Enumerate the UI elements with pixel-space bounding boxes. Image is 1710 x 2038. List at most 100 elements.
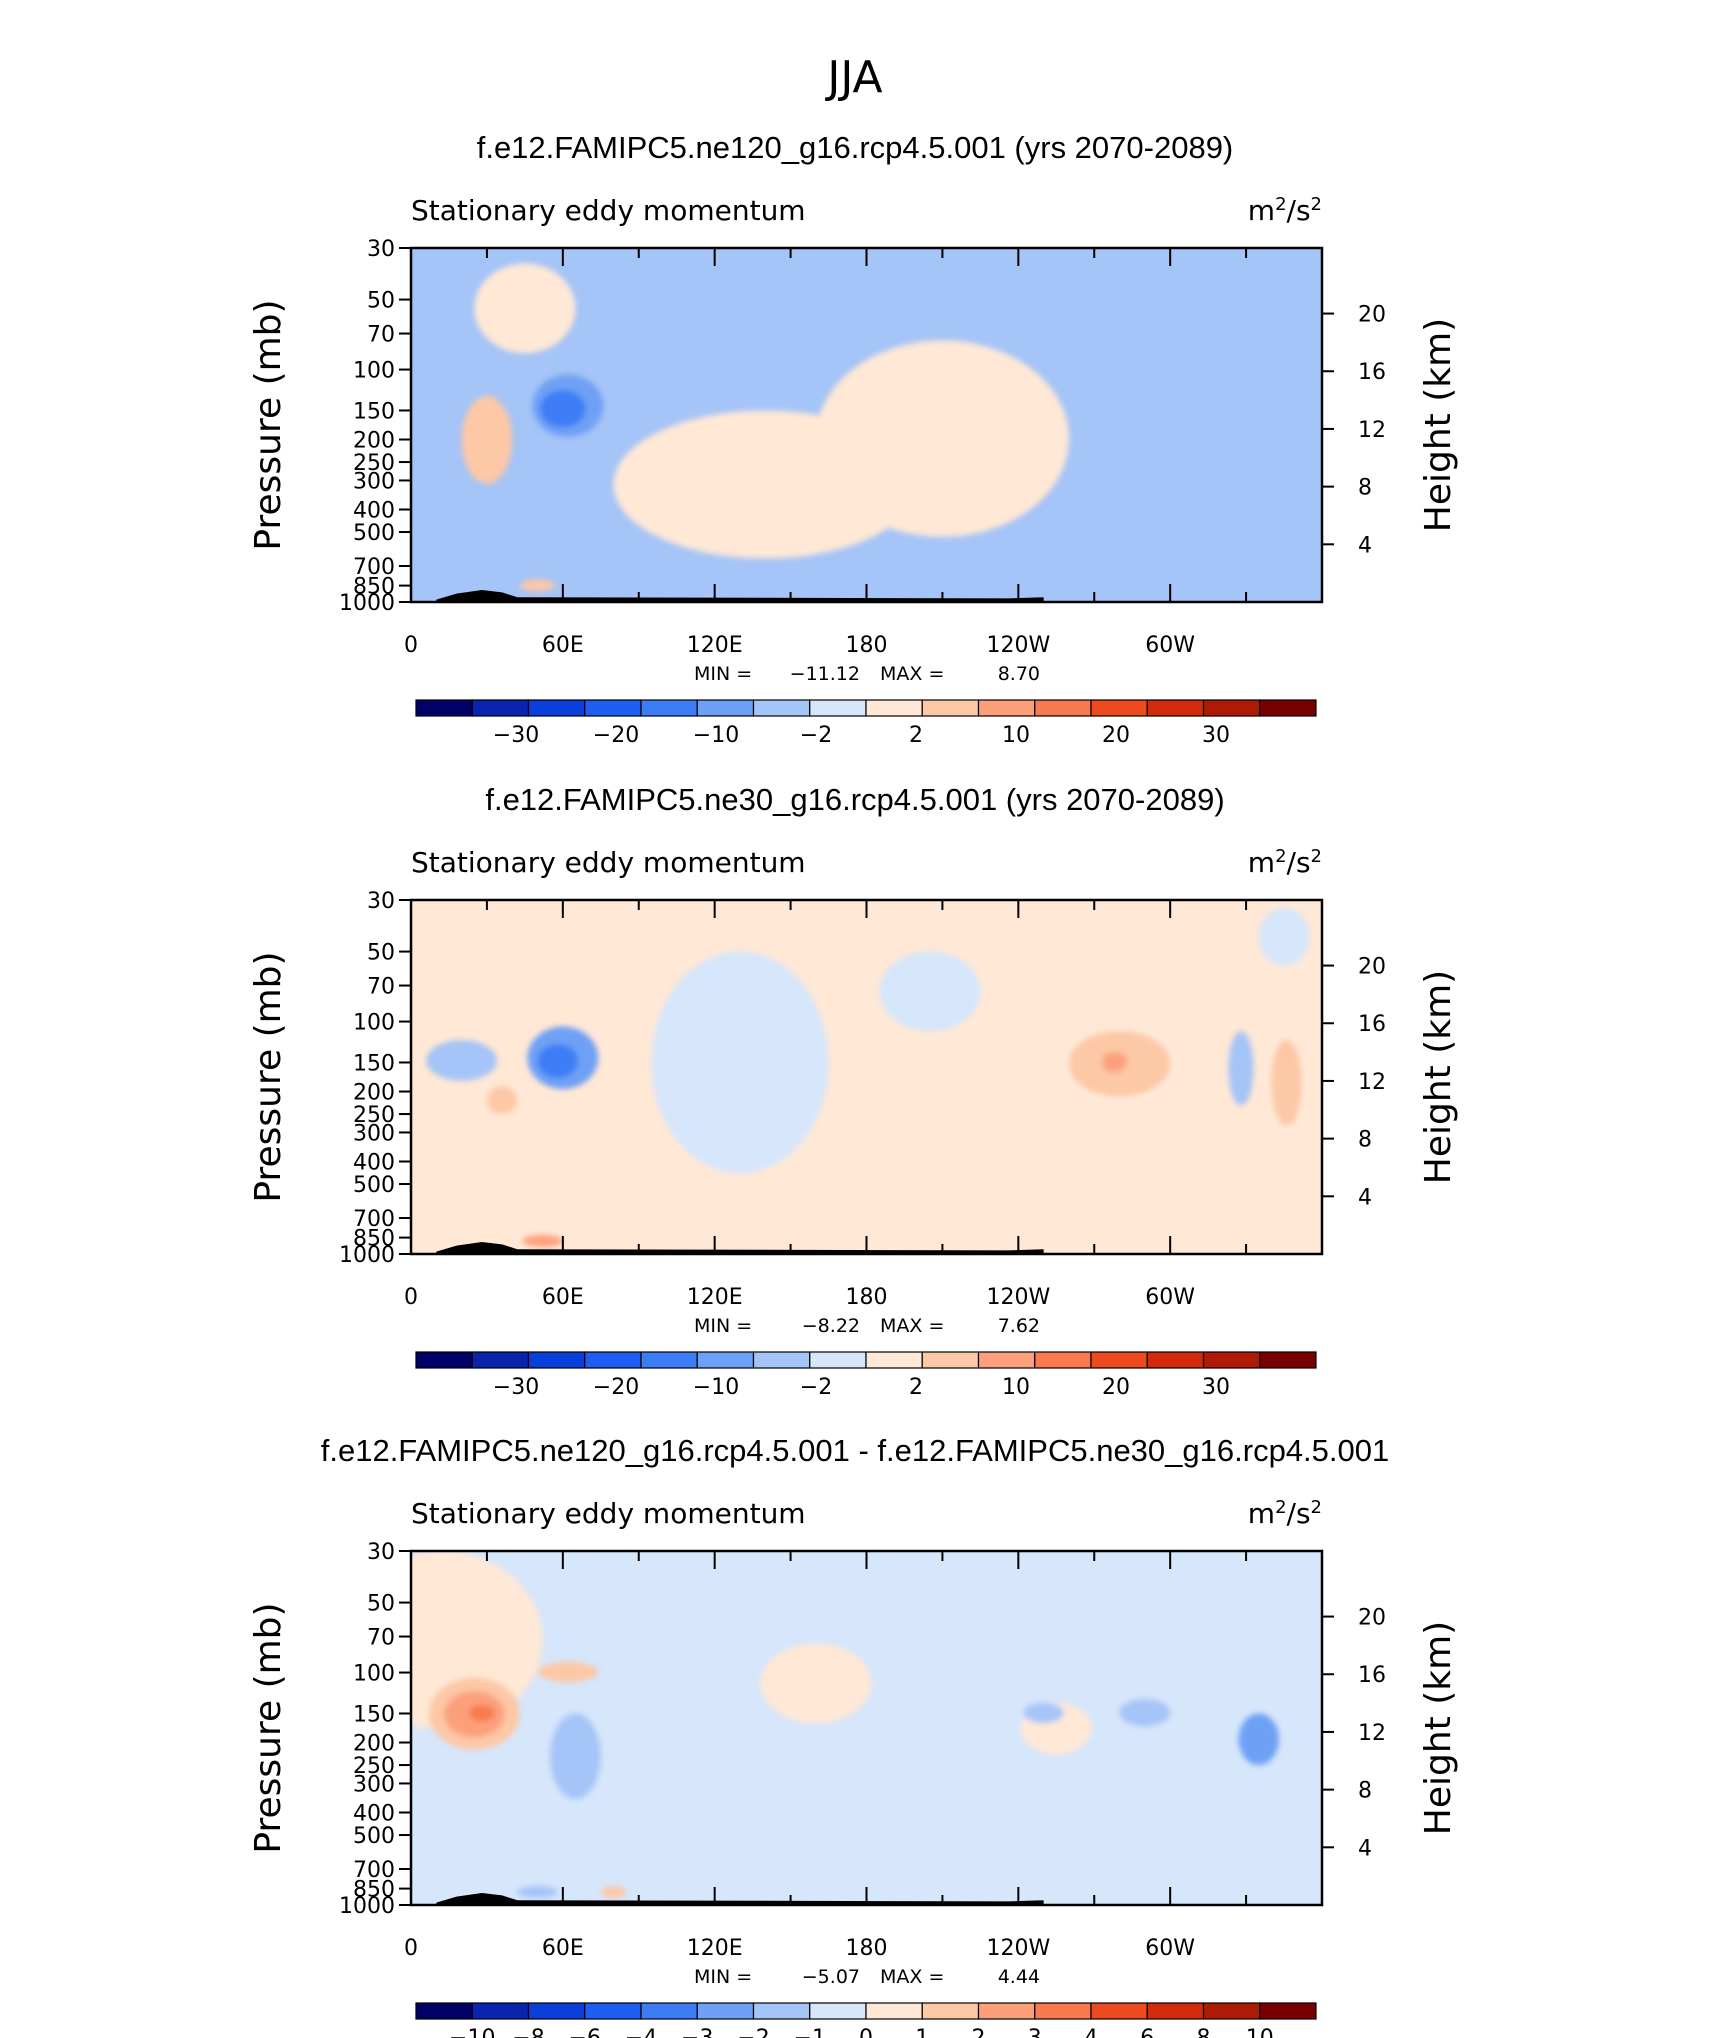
field-label: Stationary eddy momentum [411, 846, 806, 879]
pressure-tick-label: 250 [353, 1754, 395, 1779]
colorbar-label: −6 [569, 2026, 601, 2038]
lon-tick-label: 0 [404, 633, 418, 658]
height-tick-label: 16 [1358, 360, 1386, 385]
pressure-tick-label: 850 [353, 1878, 395, 1903]
colorbar-label: −10 [693, 723, 739, 748]
pressure-tick-label: 300 [353, 1772, 395, 1797]
lon-tick-label: 120W [986, 1285, 1050, 1310]
colorbar-swatch [865, 699, 923, 717]
pressure-tick-label: 250 [353, 1103, 395, 1128]
colorbar-swatch [809, 1351, 867, 1369]
contour-region [1023, 1702, 1064, 1724]
contour-region [537, 1044, 579, 1079]
pressure-tick-label: 250 [353, 451, 395, 476]
min-label: MIN = [694, 1966, 752, 1988]
colorbar-label: −3 [681, 2026, 713, 2038]
colorbar-swatch [1202, 2002, 1261, 2020]
min-value: −5.07 [802, 1966, 860, 1988]
pressure-tick-label: 1000 [339, 591, 395, 616]
pressure-tick-label: 500 [353, 1173, 395, 1198]
contour-region [760, 1643, 872, 1724]
colorbar-label: −20 [593, 723, 639, 748]
pressure-tick-label: 700 [353, 555, 395, 580]
colorbar-swatch [471, 2002, 530, 2020]
pressure-tick-label: 200 [353, 1732, 395, 1757]
colorbar-swatch [1146, 2002, 1205, 2020]
y-axis-label: Pressure (mb) [248, 299, 289, 550]
pressure-tick-label: 300 [353, 1121, 395, 1146]
colorbar-swatch [1146, 1351, 1205, 1369]
units-label: m2/s2 [1248, 1497, 1322, 1530]
colorbar-swatch [1259, 699, 1317, 717]
colorbar-swatch [527, 1351, 586, 1369]
lon-tick-label: 60E [542, 1285, 584, 1310]
contour-region [550, 1713, 601, 1800]
colorbar-swatch [1090, 699, 1148, 717]
contour-region [522, 1234, 563, 1247]
colorbar-swatch [696, 699, 755, 717]
contour-region [1228, 1031, 1254, 1106]
lon-tick-label: 0 [404, 1936, 418, 1961]
colorbar-swatch [865, 2002, 923, 2020]
colorbar-label: −2 [800, 1375, 832, 1400]
colorbar-label: −1 [794, 2026, 826, 2038]
height-tick-label: 20 [1358, 1606, 1386, 1631]
colorbar-swatch [865, 1351, 923, 1369]
contour-region [411, 1551, 543, 1730]
colorbar-label: 6 [1140, 2026, 1154, 2038]
figure-title: JJA [824, 52, 882, 103]
colorbar-label: −10 [449, 2026, 495, 2038]
colorbar-swatch [921, 2002, 980, 2020]
contour-region [519, 579, 556, 592]
colorbar-swatch [921, 1351, 980, 1369]
colorbar-swatch [1259, 2002, 1317, 2020]
lon-tick-label: 60W [1145, 1936, 1195, 1961]
lon-tick-label: 120W [986, 633, 1050, 658]
min-label: MIN = [694, 1315, 752, 1337]
pressure-tick-label: 850 [353, 575, 395, 600]
colorbar-label: −30 [493, 1375, 539, 1400]
contour-region [426, 1039, 498, 1081]
contour-fill [461, 263, 1069, 592]
pressure-tick-label: 400 [353, 498, 395, 523]
min-label: MIN = [694, 663, 752, 685]
pressure-tick-label: 50 [367, 1592, 395, 1617]
pressure-tick-label: 200 [353, 1081, 395, 1106]
contour-fill [426, 908, 1310, 1247]
pressure-tick-label: 70 [367, 975, 395, 1000]
colorbar-label: 10 [1246, 2026, 1274, 2038]
colorbar-label: 20 [1102, 723, 1130, 748]
max-value: 4.44 [998, 1966, 1040, 1988]
contour-region [1119, 1699, 1171, 1727]
lon-tick-label: 120W [986, 1936, 1050, 1961]
lon-tick-label: 60E [542, 633, 584, 658]
pressure-tick-label: 30 [367, 889, 395, 914]
colorbar-swatch [977, 699, 1036, 717]
colorbar-label: 1 [915, 2026, 929, 2038]
pressure-tick-label: 70 [367, 323, 395, 348]
colorbar-label: −2 [737, 2026, 769, 2038]
colorbar-swatch [752, 699, 811, 717]
height-tick-label: 8 [1358, 1779, 1372, 1804]
colorbar-swatch [921, 699, 980, 717]
colorbar-label: −20 [593, 1375, 639, 1400]
y-axis-right-label: Height (km) [1418, 1621, 1459, 1835]
contour-region [540, 390, 586, 428]
colorbar-swatch [584, 699, 642, 717]
panel-3: f.e12.FAMIPC5.ne120_g16.rcp4.5.001 - f.e… [248, 1433, 1459, 2038]
field-label: Stationary eddy momentum [411, 1497, 806, 1530]
pressure-tick-label: 300 [353, 469, 395, 494]
colorbar-swatch [752, 1351, 811, 1369]
pressure-tick-label: 500 [353, 521, 395, 546]
lon-tick-label: 60E [542, 1936, 584, 1961]
pressure-tick-label: 850 [353, 1227, 395, 1252]
topography [436, 1242, 1044, 1254]
height-tick-label: 4 [1358, 533, 1372, 558]
lon-tick-label: 120E [687, 1285, 743, 1310]
pressure-tick-label: 400 [353, 1801, 395, 1826]
pressure-tick-label: 1000 [339, 1894, 395, 1919]
max-label: MAX = [880, 663, 944, 685]
pressure-tick-label: 100 [353, 359, 395, 384]
height-tick-label: 16 [1358, 1012, 1386, 1037]
